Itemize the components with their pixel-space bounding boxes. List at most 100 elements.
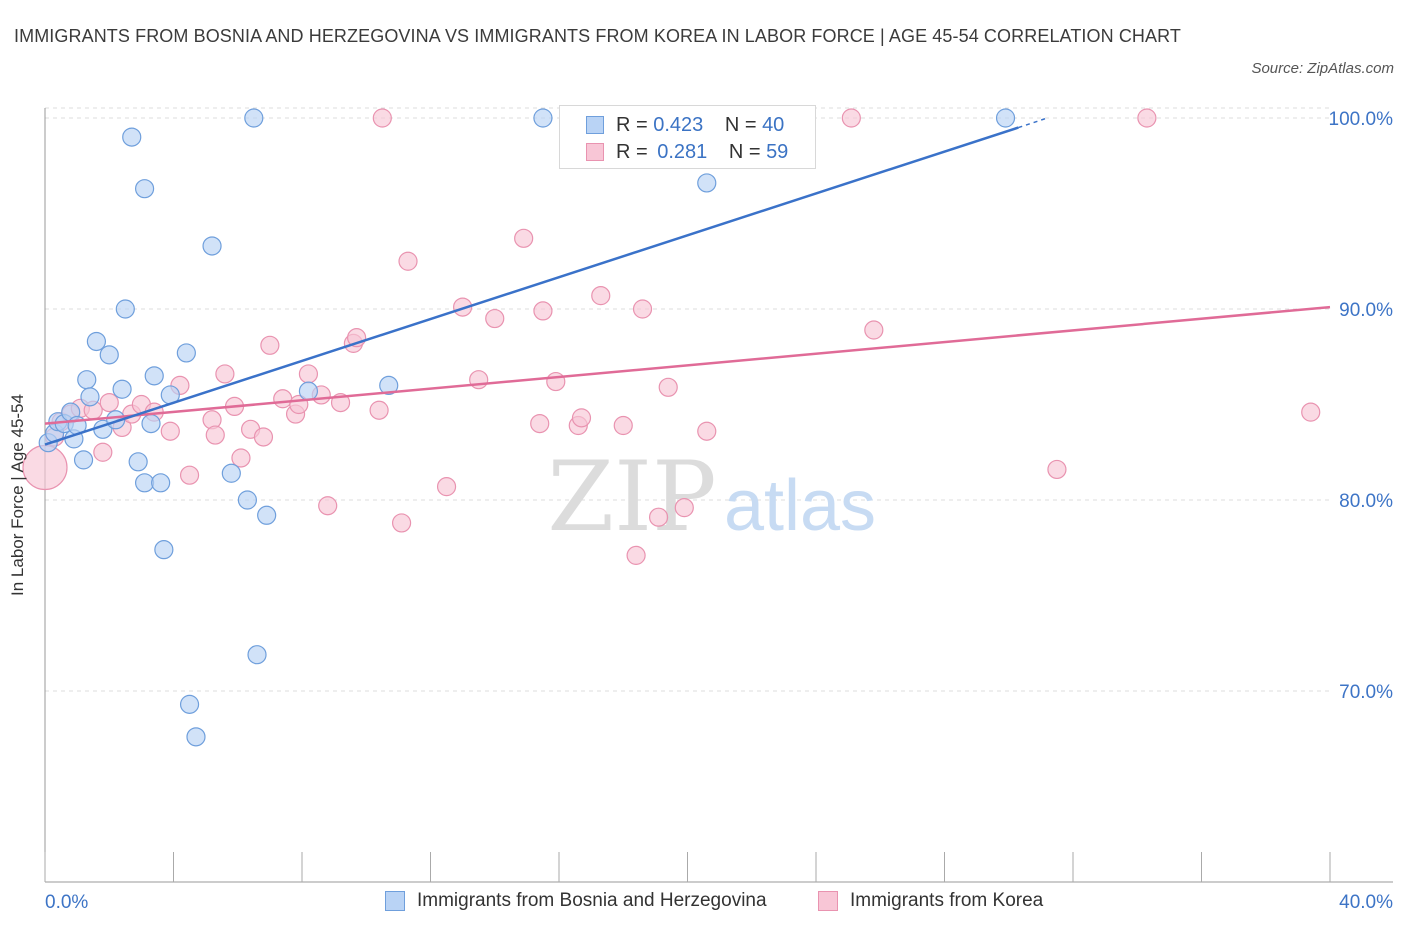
legend-bosnia-label: Immigrants from Bosnia and Herzegovina: [417, 890, 767, 911]
bosnia-point: [112, 379, 132, 399]
bosnia-point: [221, 463, 241, 483]
watermark-zip: ZIP: [547, 441, 716, 553]
bosnia-point: [134, 473, 155, 493]
bosnia-point: [99, 345, 119, 365]
korea-point: [398, 251, 418, 271]
korea-point: [626, 545, 646, 565]
source-note: Source: ZipAtlas.com: [1251, 60, 1394, 77]
bosnia-trend-line: [44, 126, 1019, 446]
bosnia-point: [80, 387, 100, 407]
bosnia-point: [154, 540, 174, 560]
korea-point: [864, 320, 884, 340]
korea-point: [1301, 402, 1321, 422]
bosnia-point: [77, 370, 97, 390]
axis-ticks: 70.0% 80.0% 90.0% 100.0% 0.0% 40.0%: [45, 109, 1393, 913]
korea-point: [533, 301, 553, 321]
korea-point: [591, 286, 611, 306]
korea-point: [613, 415, 633, 436]
legend-korea: Immigrants from Korea: [818, 890, 1043, 912]
korea-point: [697, 421, 717, 441]
legend-korea-swatch: [818, 891, 838, 911]
watermark: ZIP atlas: [547, 441, 876, 553]
korea-n-value: 59: [766, 140, 789, 163]
korea-r-value: 0.281: [657, 140, 708, 163]
y-tick-label: 100.0%: [1329, 109, 1394, 130]
korea-n-label: N =: [728, 140, 761, 163]
bosnia-point: [141, 414, 161, 434]
korea-point: [658, 377, 678, 397]
bosnia-point: [151, 473, 171, 493]
korea-point: [205, 425, 225, 445]
korea-point: [273, 389, 293, 409]
korea-point: [260, 335, 280, 355]
bosnia-point: [86, 331, 107, 352]
korea-point: [1137, 108, 1157, 128]
legend-bosnia: Immigrants from Bosnia and Herzegovina: [385, 890, 767, 912]
y-axis-label: In Labor Force | Age 45-54: [8, 394, 27, 596]
bosnia-r-value: 0.423: [653, 113, 704, 136]
korea-point: [298, 364, 319, 384]
bosnia-n-label: N =: [724, 113, 757, 136]
korea-point: [372, 108, 392, 128]
korea-point: [253, 427, 274, 447]
chart-title: IMMIGRANTS FROM BOSNIA AND HERZEGOVINA V…: [14, 26, 1181, 46]
trend-lines: [44, 117, 1331, 446]
legend-row-korea: R = 0.281 N = 59: [586, 139, 788, 165]
bosnia-points: [38, 108, 1016, 747]
bosnia-point: [533, 108, 553, 128]
bosnia-point: [247, 645, 267, 665]
bosnia-n-value: 40: [762, 113, 785, 136]
korea-point: [391, 513, 412, 533]
korea-point: [530, 414, 550, 434]
korea-point: [485, 308, 505, 329]
bosnia-point: [122, 127, 142, 147]
bosnia-point: [697, 173, 717, 193]
bosnia-point: [257, 505, 277, 525]
bosnia-point: [237, 490, 257, 510]
x-tick-label: 0.0%: [45, 892, 88, 913]
korea-point: [231, 448, 251, 468]
y-tick-label: 80.0%: [1339, 491, 1393, 512]
bosnia-point: [995, 108, 1016, 128]
bosnia-point: [134, 179, 155, 199]
legend-bosnia-swatch: [385, 891, 405, 911]
bosnia-point: [379, 375, 399, 395]
korea-point: [453, 297, 473, 317]
y-tick-label: 70.0%: [1339, 682, 1393, 703]
korea-point: [93, 442, 113, 462]
bosnia-point: [179, 694, 200, 714]
bosnia-point: [144, 366, 164, 386]
bosnia-point: [73, 450, 94, 470]
korea-point: [514, 228, 534, 248]
korea-point: [369, 400, 389, 420]
korea-point: [22, 444, 68, 491]
korea-point: [674, 498, 694, 518]
y-tick-label: 90.0%: [1339, 300, 1393, 321]
axes: [44, 108, 1393, 883]
stats-legend: R = 0.423 N = 40 R = 0.281 N = 59: [559, 105, 816, 169]
korea-r-label: R =: [616, 140, 648, 163]
bosnia-point: [128, 452, 148, 472]
bosnia-point: [202, 236, 222, 256]
korea-point: [436, 477, 457, 497]
bosnia-point: [298, 381, 319, 401]
bosnia-point: [115, 299, 135, 319]
bosnia-swatch: [586, 116, 604, 134]
legend-row-bosnia: R = 0.423 N = 40: [586, 112, 784, 138]
bosnia-point: [176, 343, 196, 363]
korea-swatch: [586, 143, 604, 161]
korea-point: [841, 108, 861, 128]
korea-point: [1047, 459, 1067, 480]
korea-point: [99, 392, 119, 413]
bosnia-point: [244, 108, 264, 128]
korea-point: [215, 364, 235, 384]
korea-points: [22, 108, 1321, 565]
watermark-atlas: atlas: [724, 466, 876, 546]
bosnia-point: [186, 727, 206, 747]
korea-point: [546, 371, 566, 392]
korea-point: [571, 408, 592, 428]
korea-trend-line: [44, 305, 1331, 425]
korea-point: [160, 421, 180, 441]
x-tick-label: 40.0%: [1339, 892, 1393, 913]
